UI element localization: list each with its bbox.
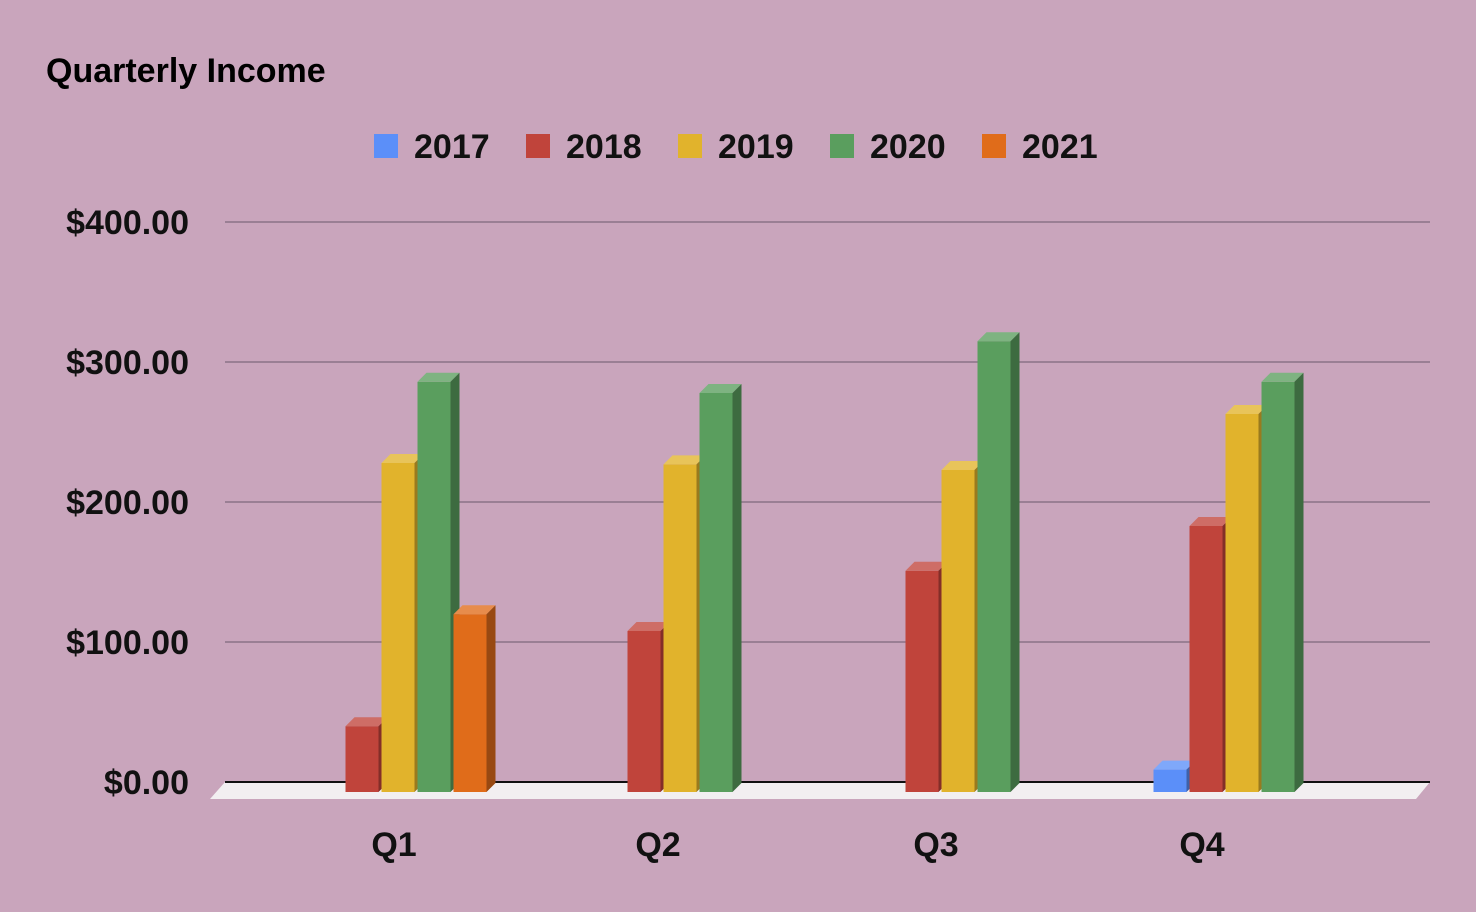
- bar-side: [732, 384, 742, 792]
- legend-label: 2021: [1022, 128, 1098, 166]
- bar-top: [1153, 760, 1196, 770]
- bar-top: [941, 461, 984, 470]
- legend-label: 2017: [414, 128, 490, 166]
- bar-side: [1294, 372, 1304, 792]
- y-tick-label: $100.00: [66, 624, 189, 662]
- bar-2017-Q4: [1153, 760, 1196, 792]
- bar-side: [1010, 332, 1020, 792]
- bar-top: [905, 561, 948, 571]
- x-tick-label: Q4: [1179, 826, 1224, 864]
- legend-item-2018: 2018: [526, 128, 642, 166]
- bar-front: [1261, 381, 1295, 792]
- bar-2019-Q1: [381, 454, 424, 792]
- bar-top: [417, 372, 460, 382]
- legend-label: 2020: [870, 128, 946, 166]
- bar-2018-Q2: [627, 622, 670, 792]
- bar-front: [453, 614, 487, 792]
- legend-item-2019: 2019: [678, 128, 794, 166]
- bar-front: [345, 726, 379, 792]
- bar-front: [381, 463, 415, 792]
- legend-item-2017: 2017: [374, 128, 490, 166]
- legend: 2017 2018 2019 2020 2021: [374, 128, 1098, 166]
- bar-front: [977, 341, 1011, 792]
- bar-front: [417, 381, 451, 792]
- legend-item-2020: 2020: [830, 128, 946, 166]
- legend-swatch: [982, 134, 1006, 158]
- bar-top: [1189, 517, 1232, 526]
- bar-top: [699, 384, 742, 393]
- bar-front: [699, 393, 733, 792]
- bar-2021-Q1: [453, 605, 496, 792]
- bar-2018-Q4: [1189, 517, 1232, 792]
- legend-swatch: [678, 134, 702, 158]
- bar-2020-Q3: [977, 332, 1020, 792]
- bar-front: [1153, 769, 1187, 792]
- y-tick-label: $400.00: [66, 204, 189, 242]
- bar-top: [453, 605, 496, 615]
- bar-front: [663, 464, 697, 792]
- bar-front: [1225, 414, 1259, 792]
- bar-2020-Q2: [699, 384, 742, 792]
- bar-top: [663, 455, 706, 465]
- bar-front: [905, 570, 939, 792]
- y-tick-label: $0.00: [104, 764, 189, 802]
- legend-label: 2019: [718, 128, 794, 166]
- legend-item-2021: 2021: [982, 128, 1098, 166]
- bar-top: [345, 717, 388, 727]
- bar-2020-Q4: [1261, 372, 1304, 792]
- bar-top: [627, 622, 670, 631]
- bar-2018-Q3: [905, 561, 948, 792]
- legend-swatch: [830, 134, 854, 158]
- legend-swatch: [526, 134, 550, 158]
- legend-swatch: [374, 134, 398, 158]
- y-tick-label: $200.00: [66, 484, 189, 522]
- bar-2019-Q3: [941, 461, 984, 792]
- legend-label: 2018: [566, 128, 642, 166]
- bar-2018-Q1: [345, 717, 388, 792]
- bar-top: [381, 454, 424, 463]
- x-tick-label: Q2: [635, 826, 680, 864]
- x-axis-ticks: Q1 Q2 Q3 Q4: [371, 826, 1224, 864]
- x-tick-label: Q1: [371, 826, 416, 864]
- y-axis-ticks: $0.00 $100.00 $200.00 $300.00 $400.00: [66, 204, 189, 802]
- bar-front: [1189, 526, 1223, 792]
- bar-side: [486, 605, 496, 792]
- bar-2019-Q4: [1225, 405, 1268, 792]
- bar-2020-Q1: [417, 372, 460, 792]
- bar-top: [1261, 372, 1304, 382]
- bar-top: [977, 332, 1020, 342]
- bar-2019-Q2: [663, 455, 706, 792]
- chart-floor: [210, 782, 1430, 799]
- bar-front: [627, 631, 661, 792]
- bar-top: [1225, 405, 1268, 414]
- bar-front: [941, 470, 975, 792]
- x-tick-label: Q3: [913, 826, 958, 864]
- y-tick-label: $300.00: [66, 344, 189, 382]
- bars: [345, 332, 1304, 792]
- chart-title: Quarterly Income: [46, 52, 326, 90]
